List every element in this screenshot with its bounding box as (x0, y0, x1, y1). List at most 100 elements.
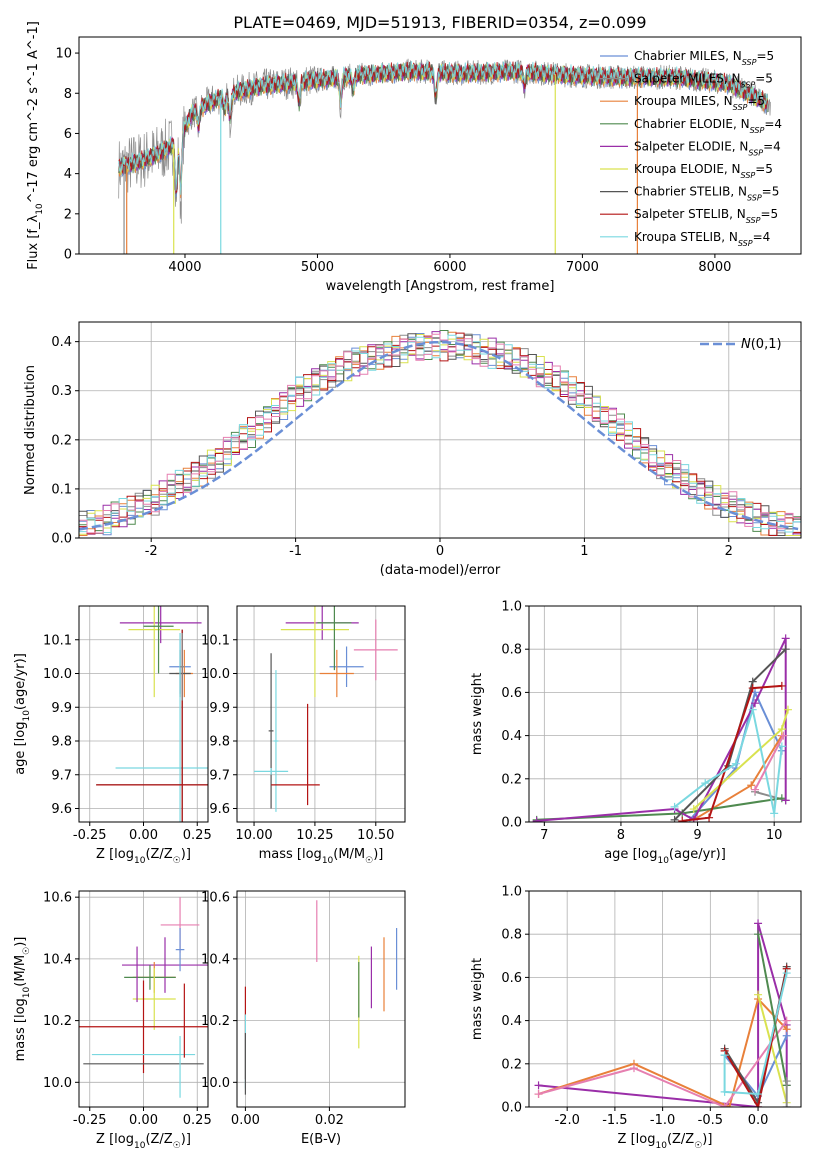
x-tick-label: 7 (540, 828, 548, 843)
label-part: age [log (604, 847, 657, 862)
label-part: Normed distribution (23, 365, 38, 495)
label-subscript: ☉ (22, 947, 32, 955)
legend-value: =5 (755, 72, 773, 86)
label-part: )] (13, 937, 28, 947)
x-tick-label: -1.5 (602, 1113, 627, 1128)
label-subscript: 10 (134, 856, 146, 866)
legend-subscript: SSP (746, 216, 761, 225)
x-tick-label: 0.00 (129, 1113, 158, 1128)
axes-frame (236, 605, 406, 823)
label-subscript: 10 (134, 1141, 146, 1151)
y-tick-label: 1.0 (501, 885, 522, 900)
x-tick-label: 1 (580, 544, 588, 559)
weight-point-marker (783, 705, 792, 714)
legend-subscript: SSP (750, 125, 765, 134)
weight-point-marker (782, 1077, 791, 1086)
x-tick-label: -2 (145, 544, 158, 559)
weight-point-marker (754, 1103, 763, 1107)
y-tick-label: 9.6 (209, 802, 230, 817)
y-axis-label: mass weight (470, 958, 485, 1040)
weight-point-marker (751, 785, 760, 794)
y-tick-label: 0.0 (501, 1101, 522, 1116)
label-part: (Z/Z (145, 847, 172, 862)
weight-point-marker (777, 725, 786, 734)
legend-name: Salpeter MILES, N (634, 72, 741, 86)
label-subscript: ☉ (173, 1141, 181, 1151)
label-subscript: ☉ (173, 856, 181, 866)
weight-point-marker (779, 731, 788, 740)
y-tick-label: 10.6 (201, 891, 230, 906)
label-part: Z [log (96, 847, 134, 862)
y-tick-label: 6 (64, 127, 72, 142)
weight-point-marker (731, 759, 740, 768)
weight-series-line (673, 705, 783, 814)
x-axis-label: Z [log10(Z/Z☉)] (96, 1132, 191, 1151)
y-tick-label: 10.1 (43, 633, 72, 648)
y-tick-label: 9.9 (51, 701, 72, 716)
legend-label: N(0,1) (741, 337, 782, 352)
weight-series-line (682, 684, 782, 822)
label-part: Z [log (96, 1132, 134, 1147)
legend-value: =5 (747, 94, 765, 108)
legend-name: Chabrier ELODIE, N (634, 117, 750, 131)
weight-series-line (723, 972, 788, 1096)
weight-series-line (754, 735, 785, 791)
legend-args: (0,1) (751, 337, 782, 352)
weight-series-line (536, 637, 787, 822)
y-tick-label: 10.4 (43, 952, 72, 967)
legend-value: =5 (760, 207, 778, 221)
y-axis-label: mass [log10(M/M☉)] (13, 937, 32, 1062)
label-part: wavelength [Angstrom, rest frame] (326, 279, 555, 294)
legend-symbol: N (741, 337, 751, 352)
label-part: mass weight (470, 673, 485, 755)
weight-point-marker (747, 781, 756, 790)
y-tick-label: 10 (55, 47, 72, 62)
label-part: age [log (13, 722, 28, 775)
normal-curve (79, 340, 799, 531)
y-tick-label: 10.2 (43, 1014, 72, 1029)
legend-name: Salpeter ELODIE, N (634, 139, 748, 153)
y-tick-label: 10.2 (201, 1014, 230, 1029)
label-subscript: 10 (22, 710, 32, 722)
legend-name: Kroupa ELODIE, N (634, 162, 741, 176)
y-tick-label: 0.1 (51, 482, 72, 497)
x-tick-label: 4000 (168, 260, 201, 275)
axes-spectrum: 4000 5000 6000 7000 8000 0 2 4 6 8 10 wavelength [A… (26, 21, 802, 294)
weight-point-marker (678, 816, 687, 822)
y-tick-label: 0.4 (501, 1014, 522, 1029)
legend-label: Chabrier MILES, NSSP=5 (634, 49, 774, 67)
x-tick-label: 0.25 (183, 828, 212, 843)
legend-value: =5 (762, 185, 780, 199)
y-tick-label: 0.0 (501, 816, 522, 831)
weight-point-marker (754, 930, 763, 939)
weight-point-marker (670, 815, 679, 822)
y-tick-label: 8 (64, 87, 72, 102)
legend-label: Salpeter MILES, NSSP=5 (634, 72, 773, 90)
x-tick-label: -1 (289, 544, 302, 559)
x-tick-label: 8000 (698, 260, 731, 275)
weight-series-line (538, 1020, 788, 1107)
x-tick-label: 10.25 (296, 828, 333, 843)
x-tick-label: -0.25 (73, 1113, 107, 1128)
axes-frame (78, 36, 802, 255)
y-tick-label: 0.2 (501, 772, 522, 787)
x-tick-label: 10.00 (235, 828, 272, 843)
legend-subscript: SSP (742, 58, 757, 67)
y-tick-label: 0.2 (51, 433, 72, 448)
legend-value: =5 (755, 162, 773, 176)
y-tick-label: 9.8 (51, 735, 72, 750)
weight-point-marker (748, 684, 757, 693)
label-part: Flux [f_λ (26, 214, 41, 269)
y-tick-label: 10.0 (43, 667, 72, 682)
weight-point-marker (725, 1103, 734, 1107)
y-tick-label: 10.0 (201, 1076, 230, 1091)
weight-point-marker (705, 813, 714, 822)
label-subscript: ☉ (365, 856, 373, 866)
label-part: )] (373, 847, 383, 862)
y-tick-label: 9.7 (51, 768, 72, 783)
weight-point-marker (782, 1103, 791, 1107)
legend-label: Kroupa ELODIE, NSSP=5 (634, 162, 773, 180)
y-tick-label: 0.8 (501, 928, 522, 943)
legend-subscript: SSP (748, 148, 763, 157)
